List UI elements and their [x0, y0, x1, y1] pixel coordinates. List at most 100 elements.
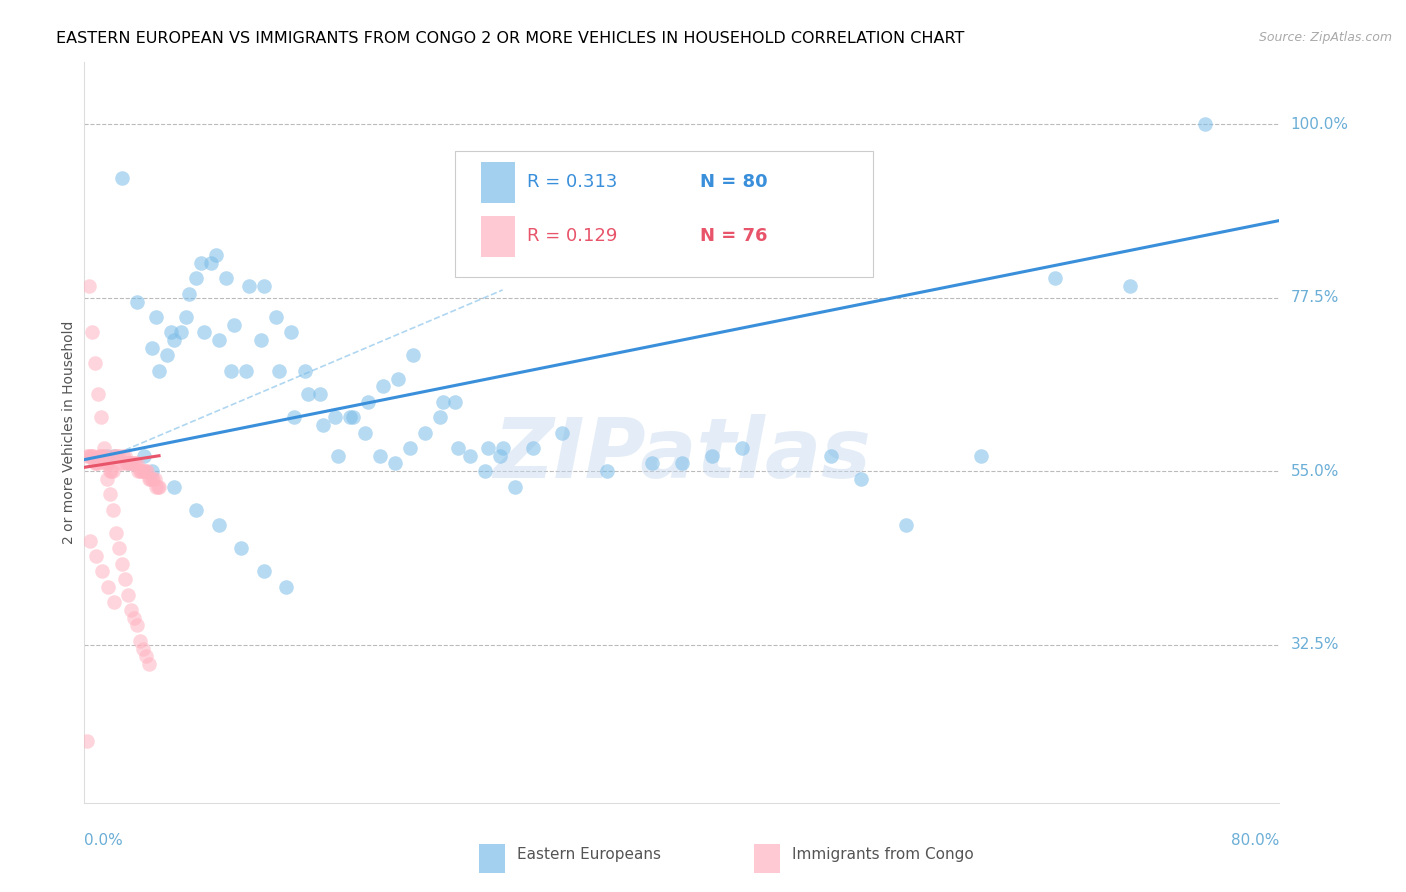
- Point: [444, 394, 467, 409]
- Point: [190, 256, 212, 270]
- Text: 100.0%: 100.0%: [1291, 117, 1348, 132]
- Point: [155, 349, 177, 363]
- Point: [309, 387, 332, 401]
- Point: [86, 457, 108, 471]
- Point: [342, 410, 364, 425]
- Point: [90, 449, 112, 463]
- Point: [177, 286, 200, 301]
- Point: [488, 449, 510, 463]
- Text: 32.5%: 32.5%: [1291, 637, 1339, 652]
- Point: [96, 449, 118, 463]
- Point: [83, 457, 105, 471]
- Point: [79, 533, 101, 548]
- Point: [820, 449, 842, 463]
- Point: [125, 457, 148, 471]
- Bar: [481, 162, 515, 202]
- Point: [432, 394, 454, 409]
- Point: [253, 565, 276, 579]
- Point: [80, 449, 103, 463]
- Text: Immigrants from Congo: Immigrants from Congo: [792, 847, 973, 863]
- Point: [118, 457, 141, 471]
- Point: [103, 449, 125, 463]
- Point: [283, 410, 305, 425]
- Point: [97, 457, 120, 471]
- Point: [91, 565, 114, 579]
- Point: [122, 457, 145, 471]
- Point: [128, 464, 150, 478]
- Point: [120, 457, 142, 471]
- Point: [77, 279, 100, 293]
- Point: [249, 333, 271, 347]
- Point: [325, 410, 347, 425]
- Point: [146, 480, 169, 494]
- Point: [402, 349, 425, 363]
- Point: [148, 364, 170, 378]
- Bar: [481, 216, 515, 257]
- Point: [104, 525, 127, 540]
- Point: [139, 472, 162, 486]
- Point: [128, 633, 150, 648]
- Point: [142, 472, 165, 486]
- Point: [112, 449, 135, 463]
- Point: [235, 364, 257, 378]
- Point: [111, 457, 134, 471]
- Point: [83, 356, 105, 370]
- Point: [387, 371, 409, 385]
- Text: R = 0.129: R = 0.129: [527, 227, 617, 245]
- Point: [117, 457, 139, 471]
- Point: [163, 480, 186, 494]
- Point: [215, 271, 238, 285]
- Point: [103, 449, 125, 463]
- Point: [596, 464, 619, 478]
- Text: N = 80: N = 80: [700, 173, 768, 192]
- Point: [76, 734, 98, 748]
- Point: [193, 326, 215, 340]
- Point: [107, 541, 129, 556]
- Point: [136, 464, 159, 478]
- Point: [86, 549, 108, 563]
- Text: ZIPatlas: ZIPatlas: [494, 414, 870, 495]
- Point: [115, 457, 138, 471]
- Point: [894, 518, 917, 533]
- Point: [163, 333, 186, 347]
- Point: [294, 364, 316, 378]
- Point: [129, 464, 152, 478]
- Point: [477, 441, 499, 455]
- Point: [104, 449, 127, 463]
- Point: [101, 502, 124, 516]
- Point: [118, 457, 141, 471]
- Point: [141, 464, 163, 478]
- Point: [98, 464, 121, 478]
- Point: [328, 449, 350, 463]
- Point: [970, 449, 993, 463]
- Point: [492, 441, 515, 455]
- Point: [373, 379, 395, 393]
- Point: [131, 641, 153, 656]
- Point: [97, 580, 120, 594]
- Point: [186, 502, 208, 516]
- Y-axis label: 2 or more Vehicles in Household: 2 or more Vehicles in Household: [62, 321, 76, 544]
- Point: [339, 410, 361, 425]
- Point: [110, 457, 132, 471]
- Point: [200, 256, 222, 270]
- Point: [1119, 279, 1142, 293]
- Point: [671, 457, 693, 471]
- Point: [96, 472, 118, 486]
- Point: [186, 271, 208, 285]
- Point: [105, 449, 128, 463]
- Point: [80, 326, 103, 340]
- Point: [124, 457, 146, 471]
- Point: [148, 480, 170, 494]
- Point: [103, 595, 125, 609]
- Point: [87, 457, 110, 471]
- Point: [368, 449, 391, 463]
- Point: [280, 326, 302, 340]
- Point: [145, 310, 167, 324]
- Point: [143, 472, 166, 486]
- Point: [384, 457, 406, 471]
- Point: [131, 464, 153, 478]
- Point: [125, 294, 148, 309]
- Point: [238, 279, 260, 293]
- Point: [297, 387, 319, 401]
- Point: [114, 449, 136, 463]
